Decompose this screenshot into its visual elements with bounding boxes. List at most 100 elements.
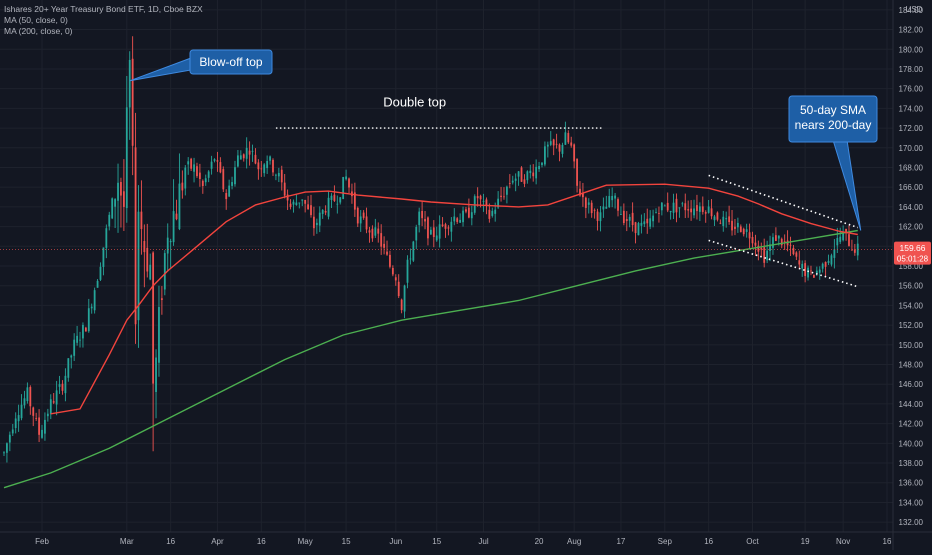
candle-body xyxy=(570,142,573,146)
candle-body xyxy=(728,216,731,223)
candle-body xyxy=(681,203,684,205)
candle-body xyxy=(324,211,327,213)
candle-body xyxy=(605,206,608,209)
legend-ma200[interactable]: MA (200, close, 0) xyxy=(4,26,73,36)
candle-body xyxy=(120,182,122,196)
candle-body xyxy=(403,285,406,312)
candle-body xyxy=(421,210,424,219)
candle-body xyxy=(836,237,839,246)
candle-body xyxy=(441,224,444,227)
candle-body xyxy=(573,144,576,162)
candle-body xyxy=(549,141,552,145)
candle-body xyxy=(444,224,447,229)
candle-body xyxy=(558,144,561,152)
legend-title[interactable]: Ishares 20+ Year Treasury Bond ETF, 1D, … xyxy=(4,4,203,14)
currency-label: USD xyxy=(906,5,923,14)
candle-body xyxy=(231,182,233,186)
candle-body xyxy=(216,160,219,162)
candle-body xyxy=(584,197,587,208)
candle-body xyxy=(631,212,634,226)
legend-ma50[interactable]: MA (50, close, 0) xyxy=(4,15,68,25)
candle-body xyxy=(532,172,535,177)
candle-body xyxy=(418,211,421,226)
candle-body xyxy=(663,205,666,207)
candle-body xyxy=(266,160,269,169)
candle-body xyxy=(438,224,441,239)
candle-body xyxy=(163,253,166,290)
x-axis[interactable]: Feb Mar 16 Apr 16 May 15 Jun 15 Jul 20 Aug 17 Sep 16 Oc… xyxy=(35,537,892,546)
candle-body xyxy=(70,355,73,358)
candle-body xyxy=(383,243,386,248)
candle-body xyxy=(330,195,333,200)
candle-body xyxy=(479,195,482,200)
candle-body xyxy=(155,357,157,392)
candle-body xyxy=(701,206,704,212)
candle-body xyxy=(432,227,435,238)
candle-body xyxy=(485,199,488,206)
candle-body xyxy=(394,277,397,281)
candle-body xyxy=(424,219,426,222)
candle-body xyxy=(523,179,526,184)
candle-body xyxy=(789,244,792,246)
candle-body xyxy=(178,183,181,230)
x-tick-label: 16 xyxy=(883,537,892,546)
candle-body xyxy=(769,244,771,251)
candle-body xyxy=(26,387,29,402)
candle-body xyxy=(41,429,43,438)
candle-body xyxy=(748,232,751,239)
candle-body xyxy=(511,180,514,183)
candle-body xyxy=(315,222,318,226)
x-tick-label: 19 xyxy=(801,537,810,546)
candle-body xyxy=(760,247,763,250)
candle-body xyxy=(67,358,70,378)
candle-body xyxy=(386,251,388,255)
candle-body xyxy=(128,59,131,108)
candle-body xyxy=(687,209,690,211)
x-tick-label: Aug xyxy=(567,537,581,546)
y-tick-label: 142.00 xyxy=(899,420,924,429)
candle-body xyxy=(143,240,146,253)
y-tick-label: 180.00 xyxy=(899,45,924,54)
candle-body xyxy=(169,240,172,243)
candle-body xyxy=(365,216,368,230)
candle-body xyxy=(842,232,845,241)
candle-body xyxy=(429,229,432,235)
x-tick-label: Sep xyxy=(658,537,673,546)
candle-body xyxy=(602,206,605,210)
candle-body xyxy=(666,202,669,211)
candle-body xyxy=(716,212,719,220)
candle-body xyxy=(713,216,716,221)
candle-body xyxy=(210,161,213,169)
candle-body xyxy=(321,210,324,214)
candle-body xyxy=(17,415,20,422)
candle-body xyxy=(488,209,491,219)
y-tick-label: 144.00 xyxy=(899,400,924,409)
candle-body xyxy=(117,182,119,201)
candle-body xyxy=(774,235,777,241)
x-tick-label: 15 xyxy=(432,537,441,546)
candle-body xyxy=(35,418,38,419)
candle-body xyxy=(722,216,725,227)
candle-body xyxy=(804,263,807,276)
candle-body xyxy=(807,267,809,278)
legend: Ishares 20+ Year Treasury Bond ETF, 1D, … xyxy=(4,4,203,37)
y-axis[interactable]: 132.00 134.00 136.00 138.00 140.00 142.00 144.… xyxy=(894,5,931,527)
candle-body xyxy=(280,169,283,183)
candle-body xyxy=(593,209,596,211)
candle-body xyxy=(149,264,152,280)
candle-body xyxy=(579,188,581,196)
candle-body xyxy=(611,195,614,201)
candle-body xyxy=(172,211,175,243)
candle-body xyxy=(491,210,494,216)
candle-body xyxy=(494,209,497,214)
candle-body xyxy=(158,307,160,363)
y-tick-label: 136.00 xyxy=(899,479,924,488)
candle-body xyxy=(652,215,654,222)
candle-body xyxy=(535,166,538,179)
candle-body xyxy=(818,269,821,273)
candle-body xyxy=(719,222,722,224)
candle-body xyxy=(93,290,96,311)
